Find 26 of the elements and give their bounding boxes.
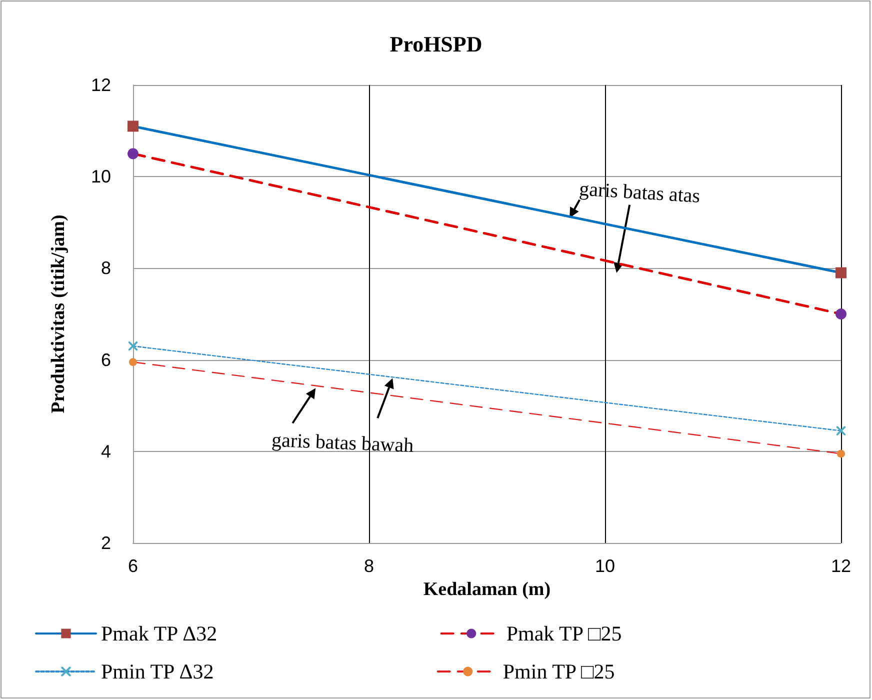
chart-title: ProHSPD	[390, 32, 482, 56]
point	[837, 450, 845, 458]
y-tick-label: 12	[90, 75, 111, 95]
point	[836, 267, 846, 278]
legend-label: Pmak TP Δ32	[101, 622, 218, 646]
point	[128, 148, 138, 160]
y-tick-label: 2	[100, 533, 111, 553]
x-tick-label: 10	[594, 556, 616, 576]
y-tick-label: 8	[100, 258, 111, 278]
y-tick-label: 6	[100, 350, 111, 370]
point	[128, 120, 138, 132]
point	[836, 308, 846, 320]
point	[129, 358, 137, 366]
y-tick-label: 10	[90, 166, 111, 187]
y-tick-label: 4	[100, 441, 111, 462]
point	[836, 426, 846, 436]
x-tick-label: 12	[830, 556, 852, 576]
x-tick-label: 8	[364, 556, 374, 576]
x-axis-title: Kedalaman (m)	[423, 578, 551, 600]
annotation: garis batas atas	[578, 178, 701, 208]
legend-label: Pmin TP □25	[502, 660, 615, 684]
legend-label: Pmin TP Δ32	[101, 660, 214, 684]
legend-label: Pmak TP □25	[506, 622, 622, 646]
annotation: garis batas bawah	[271, 429, 414, 457]
x-tick-label: 6	[128, 556, 138, 576]
y-axis-title: Produktivitas (titik/jam)	[48, 214, 69, 414]
